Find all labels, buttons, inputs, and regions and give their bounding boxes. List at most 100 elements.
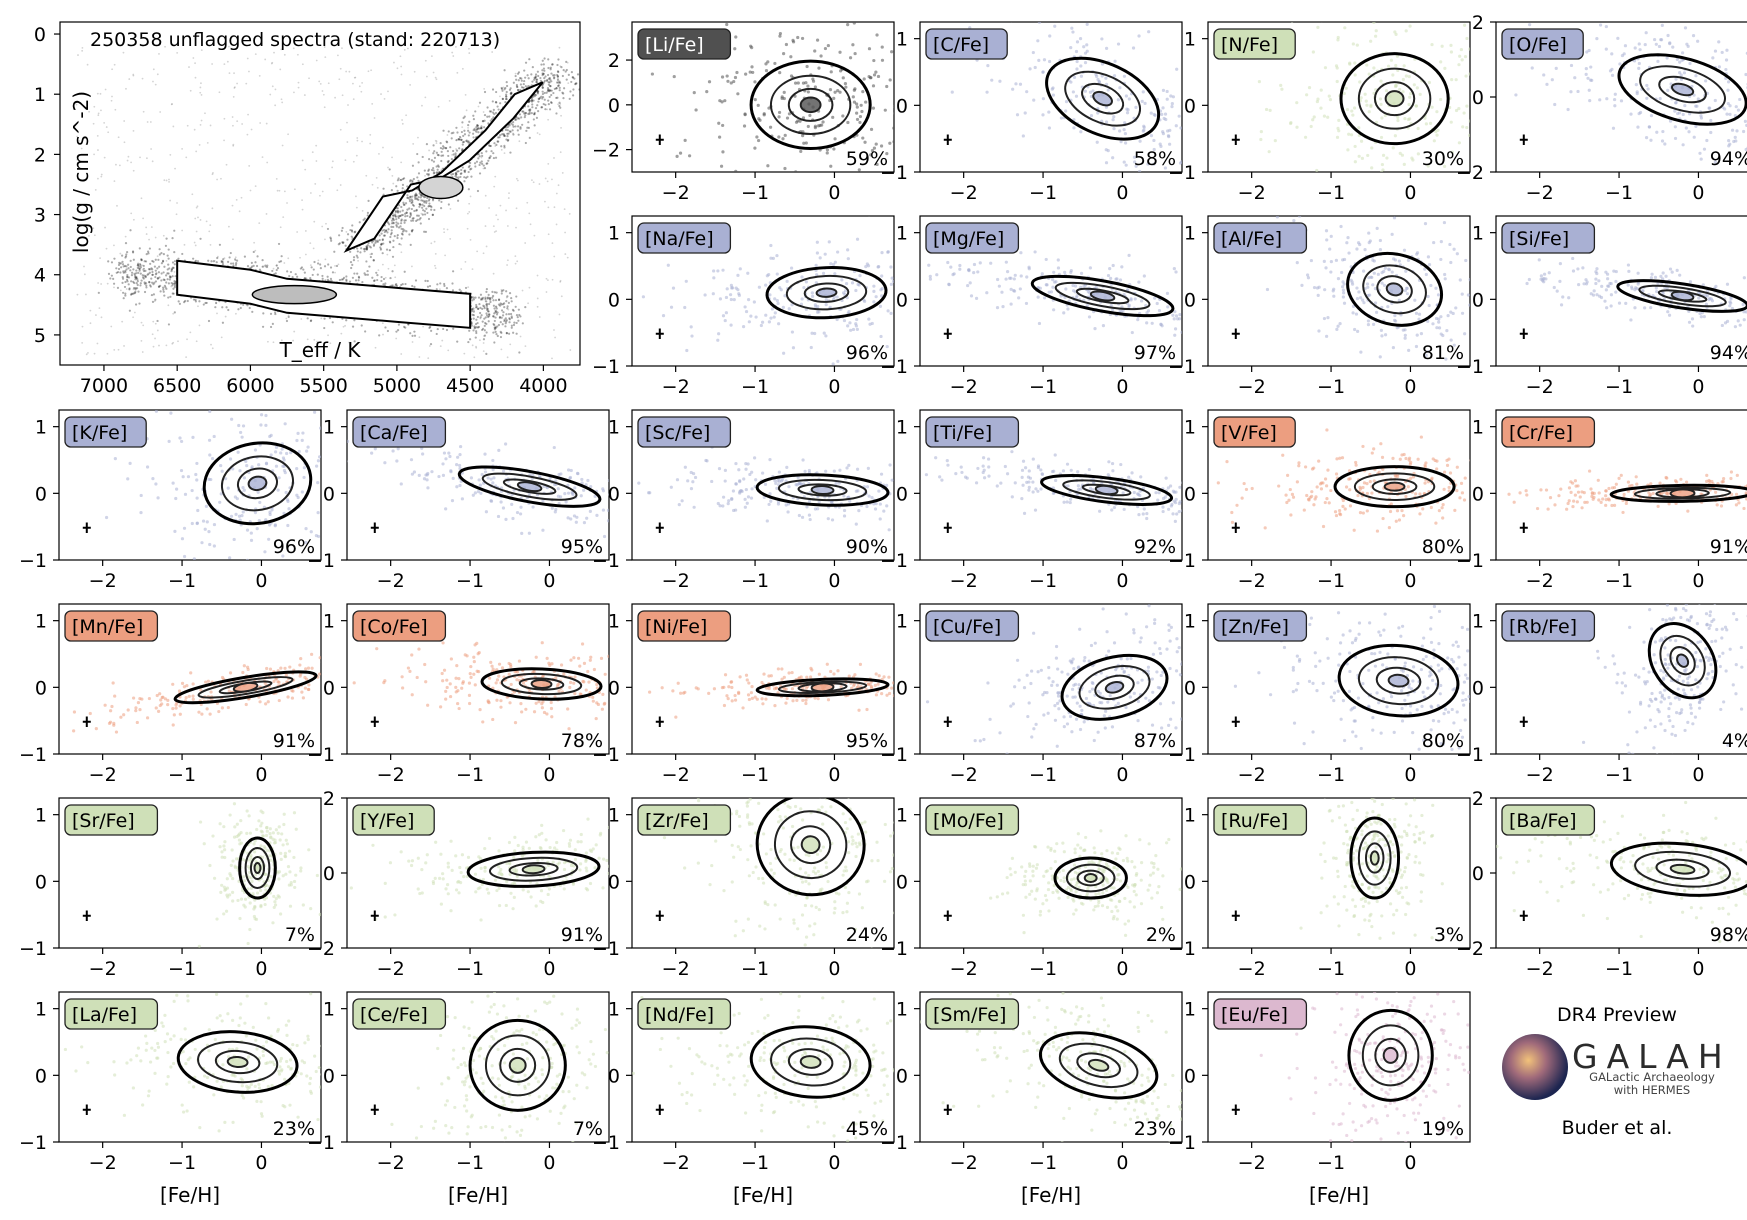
contour-level [1064,70,1141,127]
xtick-label: −1 [1029,182,1057,204]
xtick-label: −1 [1029,376,1057,398]
contour-level [1659,634,1706,687]
percent-label: 3% [1434,924,1464,946]
percent-label: 7% [285,924,315,946]
contour-level [1062,479,1151,501]
xtick-label: 0 [828,570,840,592]
contour-level [797,483,848,497]
kiel-ytick-label: 3 [34,205,46,227]
contour-level [777,680,868,694]
panel-O: −2 −1 0 −2 0 2 [O/Fe] 94% [1456,12,1747,204]
xtick-label: −1 [168,764,196,786]
ytick-label: 1 [1184,417,1196,439]
xtick-label: −2 [1526,376,1554,398]
element-label: [Y/Fe] [360,810,414,832]
xtick-label: 0 [255,958,267,980]
percent-label: 96% [846,342,888,364]
panel-Ru: −2 −1 0 −1 0 1 [Ru/Fe] 3% [1168,797,1471,980]
contour-level [1349,816,1401,900]
percent-label: 23% [1134,1118,1176,1140]
contour-level [1081,82,1125,115]
kiel-xlabel: T_eff / K [279,338,362,362]
xtick-label: −1 [1317,1152,1345,1174]
kiel-xtick-label: 5500 [299,375,347,397]
contour-level [1669,863,1696,875]
ytick-label: −1 [1168,938,1196,960]
panel-Al: −2 −1 0 −1 0 1 [Al/Fe] 81% [1168,215,1471,398]
xtick-label: −2 [1238,764,1266,786]
contour-level [1030,274,1175,318]
percent-label: 97% [1134,342,1176,364]
contour-level [1658,75,1707,104]
contour-level [1076,869,1105,887]
contour-level [1609,483,1747,503]
panel-Nd: −2 −1 0 −1 0 1 [Nd/Fe] 45% [Fe/H] [592,991,895,1207]
ytick-label: −1 [1168,162,1196,184]
ytick-label: −1 [880,162,908,184]
contour-level [1387,673,1410,688]
contour-level [810,484,835,496]
contour-level [755,677,890,698]
contour-level [1647,622,1718,700]
contour-level [466,850,601,888]
xtick-label: 0 [1404,376,1416,398]
xtick-label: 0 [543,958,555,980]
ytick-label: 1 [323,417,335,439]
panel-points [632,992,894,1142]
percent-label: 80% [1422,536,1464,558]
percent-label: 59% [846,148,888,170]
ytick-label: 0 [1472,483,1484,505]
contour-level [1357,656,1440,706]
ytick-label: 0 [896,483,908,505]
ytick-label: 1 [1184,29,1196,51]
xtick-label: −1 [741,570,769,592]
percent-label: 91% [1710,536,1747,558]
xtick-label: 0 [543,1152,555,1174]
xtick-label: −1 [1317,958,1345,980]
ytick-label: 0 [1472,289,1484,311]
contour-level [1060,653,1169,721]
ytick-label: −1 [592,356,620,378]
xtick-label: −2 [662,570,690,592]
contour-level [253,862,262,874]
xtick-label: −2 [1238,1152,1266,1174]
contour-level [815,287,838,298]
contour-level [1333,465,1456,509]
ytick-label: −2 [592,140,620,162]
ytick-label: 1 [896,29,908,51]
authors-label: Buder et al. [1562,1117,1673,1139]
xtick-label: −1 [1317,376,1345,398]
xtick-label: −2 [377,1152,405,1174]
xtick-label: 0 [828,958,840,980]
percent-label: 94% [1710,148,1747,170]
percent-label: 30% [1422,148,1464,170]
percent-label: 7% [573,1118,603,1140]
xtick-label: −1 [168,1152,196,1174]
xtick-label: −2 [662,958,690,980]
ytick-label: −1 [1168,356,1196,378]
feh-xlabel: [Fe/H] [160,1183,220,1207]
side-panel: DR4 Preview GALAH GALactic Archaeology w… [1502,1004,1723,1139]
kiel-xtick-label: 5000 [373,375,421,397]
ytick-label: 1 [1184,805,1196,827]
contour-level [769,74,852,135]
panel-Sc: −2 −1 0 −1 0 1 [Sc/Fe] 90% [592,409,895,592]
kiel-contour-clump [418,175,464,200]
percent-label: 96% [273,536,315,558]
element-label: [Eu/Fe] [1221,1004,1288,1026]
contour-level [244,847,271,889]
panel-points [1496,800,1747,944]
contour-level [249,856,266,880]
ytick-label: 0 [608,677,620,699]
element-badge [1213,222,1308,254]
panel-C: −2 −1 0 −1 0 1 [C/Fe] 58% [880,21,1183,204]
xtick-label: 0 [1404,958,1416,980]
panel-Na: −2 −1 0 −1 0 1 [Na/Fe] 96% [592,215,895,398]
element-label: [O/Fe] [1509,34,1567,56]
element-badge [352,416,447,448]
percent-label: 58% [1134,148,1176,170]
xtick-label: −1 [456,1152,484,1174]
ytick-label: −1 [307,744,335,766]
element-label: [Ba/Fe] [1509,810,1576,832]
xtick-label: −1 [741,764,769,786]
